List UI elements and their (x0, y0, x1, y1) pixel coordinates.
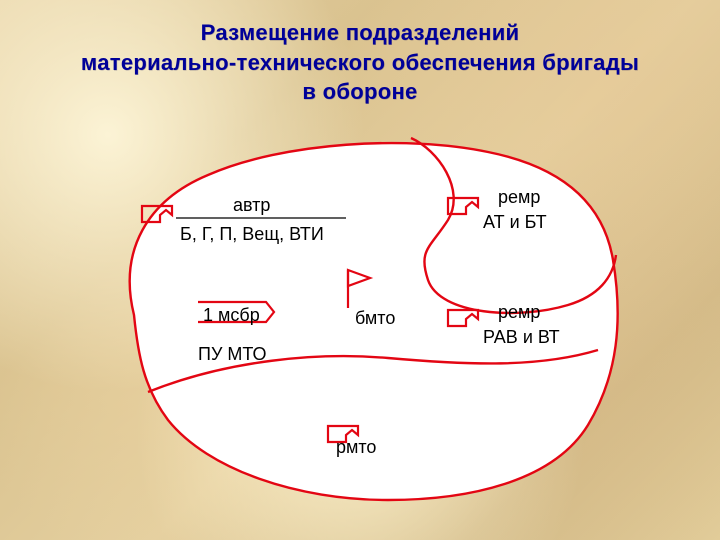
title-line-3: в обороне (0, 77, 720, 107)
deployment-diagram: автр Б, Г, П, Вещ, ВТИ ремр АТ и БТ бмто… (88, 130, 632, 510)
label-bmto: бмто (355, 308, 395, 330)
label-remr-atbt: ремр (498, 187, 540, 209)
label-remr-ravvt: ремр (498, 302, 540, 324)
title-line-2: материально-технического обеспечения бри… (0, 48, 720, 78)
label-avtr-sub: Б, Г, П, Вещ, ВТИ (180, 224, 324, 246)
label-avtr: автр (233, 195, 270, 217)
title-line-1: Размещение подразделений (0, 18, 720, 48)
label-pu-mto: ПУ МТО (198, 344, 267, 366)
label-ravvt-sub: РАВ и ВТ (483, 327, 560, 349)
page-title: Размещение подразделений материально-тех… (0, 18, 720, 107)
label-atbt-sub: АТ и БТ (483, 212, 547, 234)
label-msbr: 1 мсбр (203, 305, 260, 327)
label-rmto: рмто (336, 437, 376, 459)
